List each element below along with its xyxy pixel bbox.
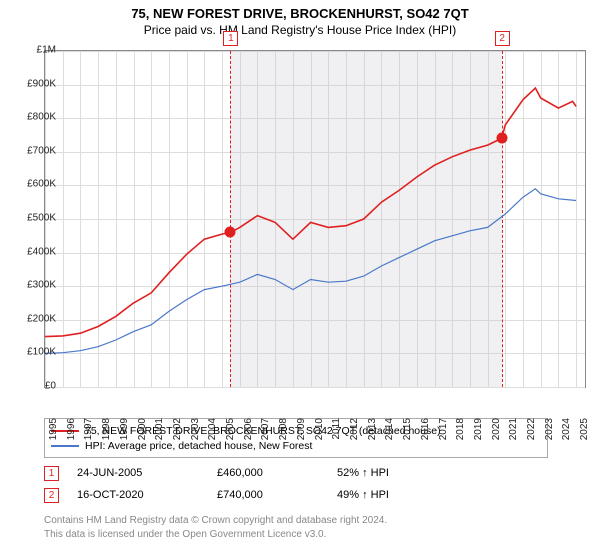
price-chart: 12 — [44, 50, 586, 388]
x-axis-label: 2013 — [367, 418, 378, 440]
event-pct: 49% ↑ HPI — [337, 489, 457, 501]
y-axis-label: £400K — [27, 246, 56, 257]
x-axis-label: 2020 — [491, 418, 502, 440]
legend-swatch — [51, 445, 79, 447]
y-axis-label: £700K — [27, 145, 56, 156]
footer-line: Contains HM Land Registry data © Crown c… — [44, 514, 387, 528]
x-axis-label: 1997 — [83, 418, 94, 440]
event-price: £460,000 — [217, 467, 337, 479]
x-axis-label: 2012 — [349, 418, 360, 440]
x-axis-label: 2005 — [225, 418, 236, 440]
y-axis-label: £600K — [27, 179, 56, 190]
x-axis-label: 2018 — [455, 418, 466, 440]
legend-item: HPI: Average price, detached house, New … — [51, 438, 541, 453]
x-axis-label: 2022 — [526, 418, 537, 440]
x-axis-label: 2010 — [314, 418, 325, 440]
page-title: 75, NEW FOREST DRIVE, BROCKENHURST, SO42… — [0, 0, 600, 21]
x-axis-label: 2011 — [331, 418, 342, 440]
x-axis-label: 2001 — [154, 418, 165, 440]
x-axis-label: 2016 — [420, 418, 431, 440]
x-axis-label: 2000 — [137, 418, 148, 440]
event-marker-icon: 1 — [44, 466, 59, 481]
y-axis-label: £1M — [37, 45, 56, 56]
x-axis-label: 2014 — [384, 418, 395, 440]
footer-line: This data is licensed under the Open Gov… — [44, 528, 387, 542]
event-date: 16-OCT-2020 — [77, 489, 217, 501]
x-axis-label: 1996 — [66, 418, 77, 440]
events-table: 1 24-JUN-2005 £460,000 52% ↑ HPI 2 16-OC… — [44, 462, 457, 506]
event-price: £740,000 — [217, 489, 337, 501]
event-date: 24-JUN-2005 — [77, 467, 217, 479]
event-pct: 52% ↑ HPI — [337, 467, 457, 479]
x-axis-label: 1995 — [48, 418, 59, 440]
x-axis-label: 2023 — [544, 418, 555, 440]
x-axis-label: 2015 — [402, 418, 413, 440]
legend-label: HPI: Average price, detached house, New … — [85, 440, 312, 452]
x-axis-label: 2009 — [296, 418, 307, 440]
y-axis-label: £200K — [27, 313, 56, 324]
x-axis-label: 2004 — [207, 418, 218, 440]
x-axis-label: 2021 — [508, 418, 519, 440]
x-axis-label: 2017 — [438, 418, 449, 440]
series-hpi — [45, 189, 576, 354]
event-number-box: 1 — [223, 31, 238, 46]
y-axis-label: £300K — [27, 280, 56, 291]
event-marker-icon: 2 — [44, 488, 59, 503]
x-axis-label: 2003 — [190, 418, 201, 440]
page-subtitle: Price paid vs. HM Land Registry's House … — [0, 21, 600, 41]
x-axis-label: 2024 — [561, 418, 572, 440]
footer-attribution: Contains HM Land Registry data © Crown c… — [44, 514, 387, 541]
x-axis-label: 2007 — [260, 418, 271, 440]
y-axis-label: £900K — [27, 78, 56, 89]
series-price_paid — [45, 88, 576, 337]
x-axis-label: 2006 — [243, 418, 254, 440]
y-axis-label: £500K — [27, 213, 56, 224]
x-axis-label: 2002 — [172, 418, 183, 440]
y-axis-label: £0 — [45, 381, 56, 392]
event-number-box: 2 — [495, 31, 510, 46]
x-axis-label: 1998 — [101, 418, 112, 440]
x-axis-label: 1999 — [119, 418, 130, 440]
table-row: 1 24-JUN-2005 £460,000 52% ↑ HPI — [44, 462, 457, 484]
x-axis-label: 2019 — [473, 418, 484, 440]
y-axis-label: £100K — [27, 347, 56, 358]
table-row: 2 16-OCT-2020 £740,000 49% ↑ HPI — [44, 484, 457, 506]
y-axis-label: £800K — [27, 112, 56, 123]
x-axis-label: 2008 — [278, 418, 289, 440]
x-axis-label: 2025 — [579, 418, 590, 440]
